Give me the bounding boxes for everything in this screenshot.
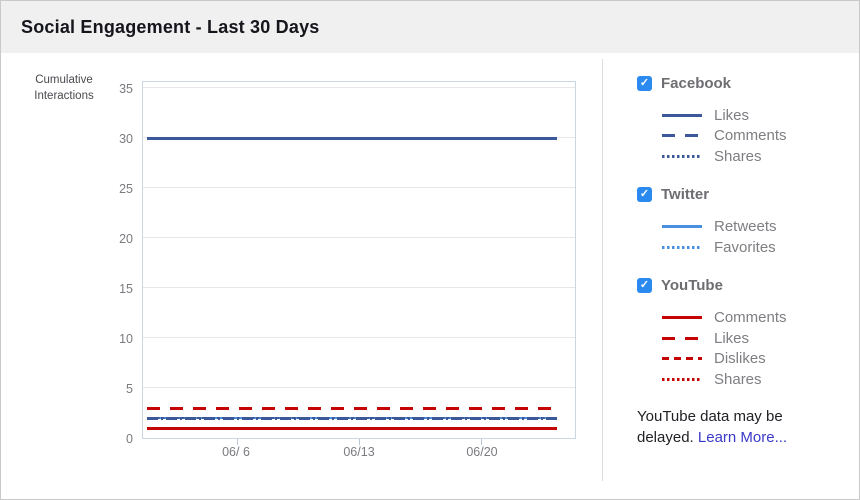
header: Social Engagement - Last 30 Days xyxy=(1,1,859,53)
gridline-5 xyxy=(143,387,575,388)
line-swatch-icon xyxy=(662,113,702,117)
line-swatch-icon xyxy=(662,134,702,138)
legend-item-label: Comments xyxy=(714,309,787,327)
x-axis-labels: 06/ 6 06/13 06/20 xyxy=(142,445,576,465)
series-line-facebook-likes xyxy=(147,136,557,140)
plot-area xyxy=(142,81,576,445)
legend-item-youtube-likes: Likes xyxy=(637,328,841,349)
legend-item-label: Shares xyxy=(714,370,762,388)
y-tick-label-30: 30 xyxy=(119,132,133,146)
line-swatch-icon xyxy=(662,336,702,340)
y-tick-label-0: 0 xyxy=(126,432,133,446)
y-tick-label-5: 5 xyxy=(126,382,133,396)
legend-item-label: Dislikes xyxy=(714,350,766,368)
legend-group-label: Twitter xyxy=(661,186,710,203)
youtube-delay-note: YouTube data may be delayed. Learn More.… xyxy=(637,406,841,448)
line-swatch-icon xyxy=(662,357,702,361)
y-axis-labels: 0 5 10 15 20 25 30 35 xyxy=(93,81,133,446)
x-tickmark xyxy=(236,439,238,445)
legend-item-label: Shares xyxy=(714,147,762,165)
gridline-10 xyxy=(143,337,575,338)
gridline-35 xyxy=(143,87,575,88)
gridline-15 xyxy=(143,287,575,288)
y-tick-label-35: 35 xyxy=(119,82,133,96)
series-line-youtube-likes xyxy=(147,406,557,410)
x-tickmark xyxy=(481,439,483,445)
line-swatch-icon xyxy=(662,225,702,229)
facebook-checkbox-checked-icon[interactable] xyxy=(637,75,652,91)
legend-item-facebook-shares: Shares xyxy=(637,146,841,167)
legend-item-facebook-likes: Likes xyxy=(637,105,841,126)
twitter-toggle[interactable]: Twitter xyxy=(637,185,841,205)
legend-item-label: Comments xyxy=(714,127,787,145)
youtube-checkbox-checked-icon[interactable] xyxy=(637,278,652,293)
line-swatch-icon xyxy=(662,245,702,249)
y-tick-label-15: 15 xyxy=(119,282,133,296)
legend-item-facebook-comments: Comments xyxy=(637,126,841,147)
line-swatch-icon xyxy=(662,377,702,381)
legend-item-twitter-retweets: Retweets xyxy=(637,217,841,238)
legend-group-label: YouTube xyxy=(661,277,723,294)
legend-item-label: Retweets xyxy=(714,218,777,236)
legend-group-youtube: YouTube Comments Likes Dislikes Shares xyxy=(637,276,841,390)
legend-group-label: Facebook xyxy=(661,74,732,92)
youtube-toggle[interactable]: YouTube xyxy=(637,276,841,296)
legend-item-label: Favorites xyxy=(714,238,776,256)
y-tick-label-20: 20 xyxy=(119,232,133,246)
page-title: Social Engagement - Last 30 Days xyxy=(21,16,320,37)
legend-group-facebook: Facebook Likes Comments Shares xyxy=(637,73,841,167)
legend-item-twitter-favorites: Favorites xyxy=(637,237,841,258)
series-line-youtube-comments xyxy=(147,426,557,430)
x-tick-label-06/-6: 06/ 6 xyxy=(222,445,250,459)
gridline-20 xyxy=(143,237,575,238)
line-swatch-icon xyxy=(662,316,702,320)
x-tick-label-06/13: 06/13 xyxy=(343,445,375,459)
series-line-facebook-comments xyxy=(147,416,557,420)
legend-panel: Facebook Likes Comments Shares TwitterRetwee… xyxy=(603,73,859,448)
line-swatch-icon xyxy=(662,154,702,158)
y-tick-label-10: 10 xyxy=(119,332,133,346)
y-tick-label-25: 25 xyxy=(119,182,133,196)
legend-item-label: Likes xyxy=(714,329,750,347)
learn-more-link[interactable]: Learn More... xyxy=(697,428,788,446)
legend-divider xyxy=(602,59,603,481)
legend-item-youtube-comments: Comments xyxy=(637,308,841,329)
twitter-checkbox-checked-icon[interactable] xyxy=(637,187,652,202)
note-text: YouTube data may be delayed. xyxy=(637,407,783,446)
y-axis-title: Cumulative Interactions xyxy=(34,74,94,102)
legend-item-youtube-shares: Shares xyxy=(637,369,841,390)
legend-item-youtube-dislikes: Dislikes xyxy=(637,349,841,370)
facebook-toggle[interactable]: Facebook xyxy=(637,73,841,93)
x-tickmark xyxy=(359,439,360,445)
x-tick-label-06/20: 06/20 xyxy=(466,445,498,459)
gridline-25 xyxy=(143,187,575,188)
legend-item-label: Likes xyxy=(714,106,750,124)
